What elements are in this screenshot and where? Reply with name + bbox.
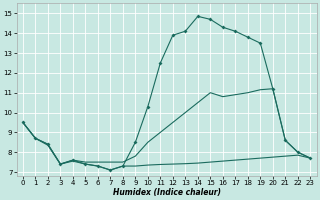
X-axis label: Humidex (Indice chaleur): Humidex (Indice chaleur): [113, 188, 220, 197]
